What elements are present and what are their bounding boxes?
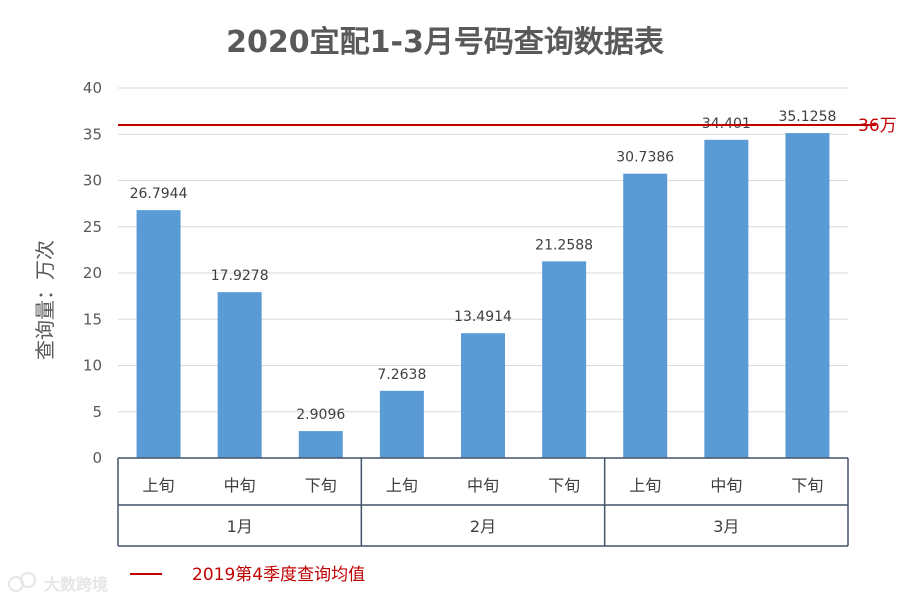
data-label: 13.4914 [454, 309, 512, 325]
x-tick-label: 下旬 [305, 476, 337, 495]
bar [461, 333, 505, 458]
x-tick-label: 中旬 [224, 476, 256, 495]
y-axis-label: 查询量：万次 [33, 240, 57, 360]
bar [379, 390, 424, 458]
data-label: 17.9278 [211, 268, 269, 284]
reference-line-label: 36万 [858, 116, 897, 136]
group-label: 2月 [470, 517, 496, 536]
category-table: 1月 2月 3月 上旬 中旬 下旬 上旬 中旬 下旬 上旬 中旬 下旬 [117, 457, 849, 547]
bar [136, 210, 181, 458]
data-label: 35.1258 [778, 109, 836, 125]
data-label: 21.2588 [535, 237, 593, 253]
bar [542, 261, 587, 458]
data-labels: 26.7944 17.9278 2.9096 7.2638 13.4914 21.2588… [130, 109, 837, 423]
legend-label: 2019第4季度查询均值 [192, 565, 365, 585]
y-tick-label: 5 [92, 403, 102, 421]
y-tick-label: 0 [92, 449, 102, 467]
y-tick-label: 15 [83, 310, 102, 328]
y-axis-ticks: 0 5 10 15 20 25 30 35 40 [83, 79, 102, 467]
y-tick-label: 20 [83, 264, 102, 282]
y-tick-label: 30 [83, 172, 102, 190]
watermark-text: 大数跨境 [44, 575, 108, 594]
data-label: 34.401 [702, 116, 751, 132]
bar [217, 292, 262, 458]
group-label: 1月 [227, 517, 253, 536]
x-tick-label: 下旬 [548, 476, 580, 495]
y-tick-label: 40 [83, 79, 102, 97]
y-tick-label: 10 [83, 357, 102, 375]
watermark-logo-icon-2 [20, 572, 36, 588]
bar [623, 173, 668, 458]
group-label: 3月 [713, 517, 739, 536]
x-tick-label: 中旬 [467, 476, 499, 495]
x-tick-label: 下旬 [791, 476, 823, 495]
data-label: 30.7386 [616, 150, 674, 166]
y-tick-label: 25 [83, 218, 102, 236]
y-tick-label: 35 [83, 125, 102, 143]
bar-series [136, 133, 830, 458]
chart-title: 2020宜配1-3月号码查询数据表 [226, 25, 664, 60]
x-tick-label: 上旬 [143, 476, 175, 495]
bar [785, 133, 830, 458]
bar [704, 139, 749, 458]
data-label: 26.7944 [130, 186, 188, 202]
data-label: 2.9096 [296, 407, 345, 423]
data-label: 7.2638 [377, 367, 426, 383]
x-tick-label: 上旬 [386, 476, 418, 495]
watermark: 大数跨境 [8, 572, 108, 594]
bar [298, 431, 343, 458]
x-tick-label: 中旬 [710, 476, 742, 495]
x-tick-label: 上旬 [629, 476, 661, 495]
